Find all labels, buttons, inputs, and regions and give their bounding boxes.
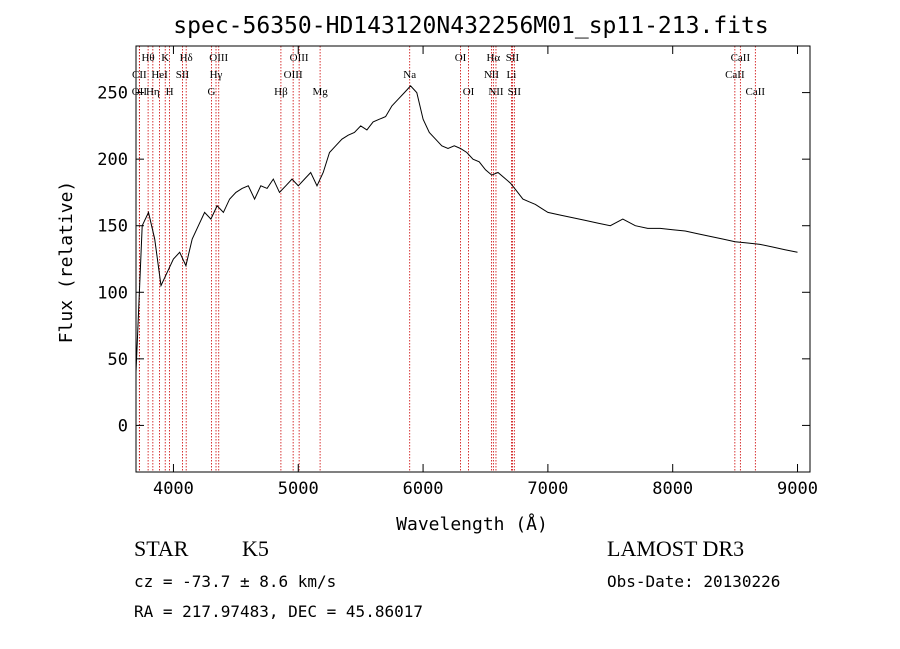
emission-line-label: Mg (312, 86, 328, 98)
emission-line-label: CaII (725, 69, 745, 81)
emission-line-label: SII (176, 69, 190, 81)
emission-line-label: Hα (486, 52, 500, 64)
emission-line-label: OI (455, 52, 467, 64)
emission-line-markers (138, 46, 756, 472)
emission-line-label: CaII (731, 52, 751, 64)
emission-line-label: CII (132, 69, 147, 81)
object-class-label: STAR (134, 536, 189, 561)
emission-line-label: Na (403, 69, 416, 81)
y-tick-label: 250 (97, 84, 128, 104)
x-axis-label: Wavelength (Å) (396, 513, 548, 535)
x-tick-label: 9000 (777, 479, 818, 499)
x-tick-label: 5000 (278, 479, 319, 499)
redshift-label: cz = -73.7 ± 8.6 km/s (134, 572, 337, 591)
emission-line-label: OIII (290, 52, 309, 64)
emission-line-label: NII (484, 69, 500, 81)
emission-line-label: Hγ (210, 69, 223, 81)
emission-line-label: H (166, 86, 174, 98)
emission-line-label: G (208, 86, 216, 98)
coordinates-label: RA = 217.97483, DEC = 45.86017 (134, 602, 423, 621)
emission-line-label: SII (508, 86, 522, 98)
y-tick-label: 50 (108, 350, 128, 370)
emission-line-label: OII (132, 86, 148, 98)
emission-line-label: Li (507, 69, 517, 81)
chart-title: spec-56350-HD143120N432256M01_sp11-213.f… (173, 13, 768, 39)
emission-line-label: OIII (209, 52, 228, 64)
emission-line-label: OIII (284, 69, 303, 81)
x-tick-label: 4000 (153, 479, 194, 499)
y-tick-label: 200 (97, 150, 128, 170)
emission-line-label: Hη (146, 86, 160, 98)
obs-date-label: Obs-Date: 20130226 (607, 572, 781, 591)
emission-line-label: HeI (151, 69, 168, 81)
x-tick-label: 7000 (527, 479, 568, 499)
x-axis-ticks: 4000 5000 6000 7000 8000 9000 (153, 46, 818, 499)
spectrum-series-line (135, 85, 798, 373)
x-tick-label: 6000 (403, 479, 444, 499)
emission-line-label: NII (488, 86, 504, 98)
y-tick-label: 100 (97, 283, 128, 303)
y-axis-ticks: 0 50 100 150 200 250 (97, 84, 810, 436)
emission-line-label: CaII (746, 86, 766, 98)
x-tick-label: 8000 (652, 479, 693, 499)
plot-frame (135, 45, 811, 473)
emission-line-label: Hδ (180, 52, 193, 64)
survey-label: LAMOST DR3 (607, 536, 745, 561)
y-tick-label: 0 (118, 416, 128, 436)
y-tick-label: 150 (97, 217, 128, 237)
emission-line-label: Hβ (274, 86, 288, 98)
emission-line-label: OI (463, 86, 475, 98)
emission-line-label: K (161, 52, 169, 64)
spectral-subclass-label: K5 (242, 536, 269, 561)
y-axis-label: Flux (relative) (56, 181, 77, 344)
emission-line-label: Hθ (141, 52, 154, 64)
emission-line-label: SII (506, 52, 520, 64)
